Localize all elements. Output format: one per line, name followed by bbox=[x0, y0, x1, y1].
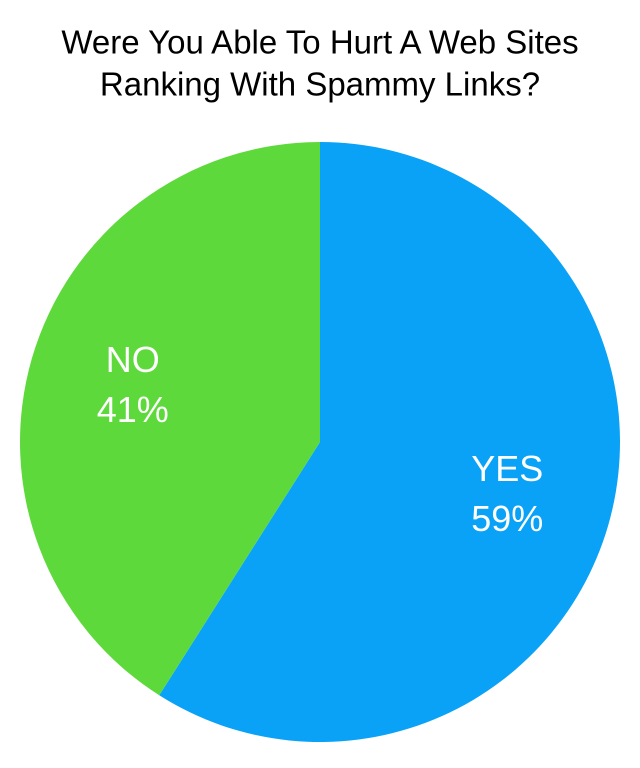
pie-slice bbox=[20, 142, 320, 696]
chart-title: Ranking With Spammy Links? bbox=[100, 66, 540, 103]
pie-slice bbox=[159, 142, 621, 742]
slice-value-label: 41% bbox=[97, 389, 169, 430]
slice-label: YES bbox=[471, 448, 543, 489]
slice-label: NO bbox=[106, 339, 160, 380]
chart-title: Were You Able To Hurt A Web Sites bbox=[61, 24, 578, 61]
slice-value-label: 59% bbox=[471, 498, 543, 539]
